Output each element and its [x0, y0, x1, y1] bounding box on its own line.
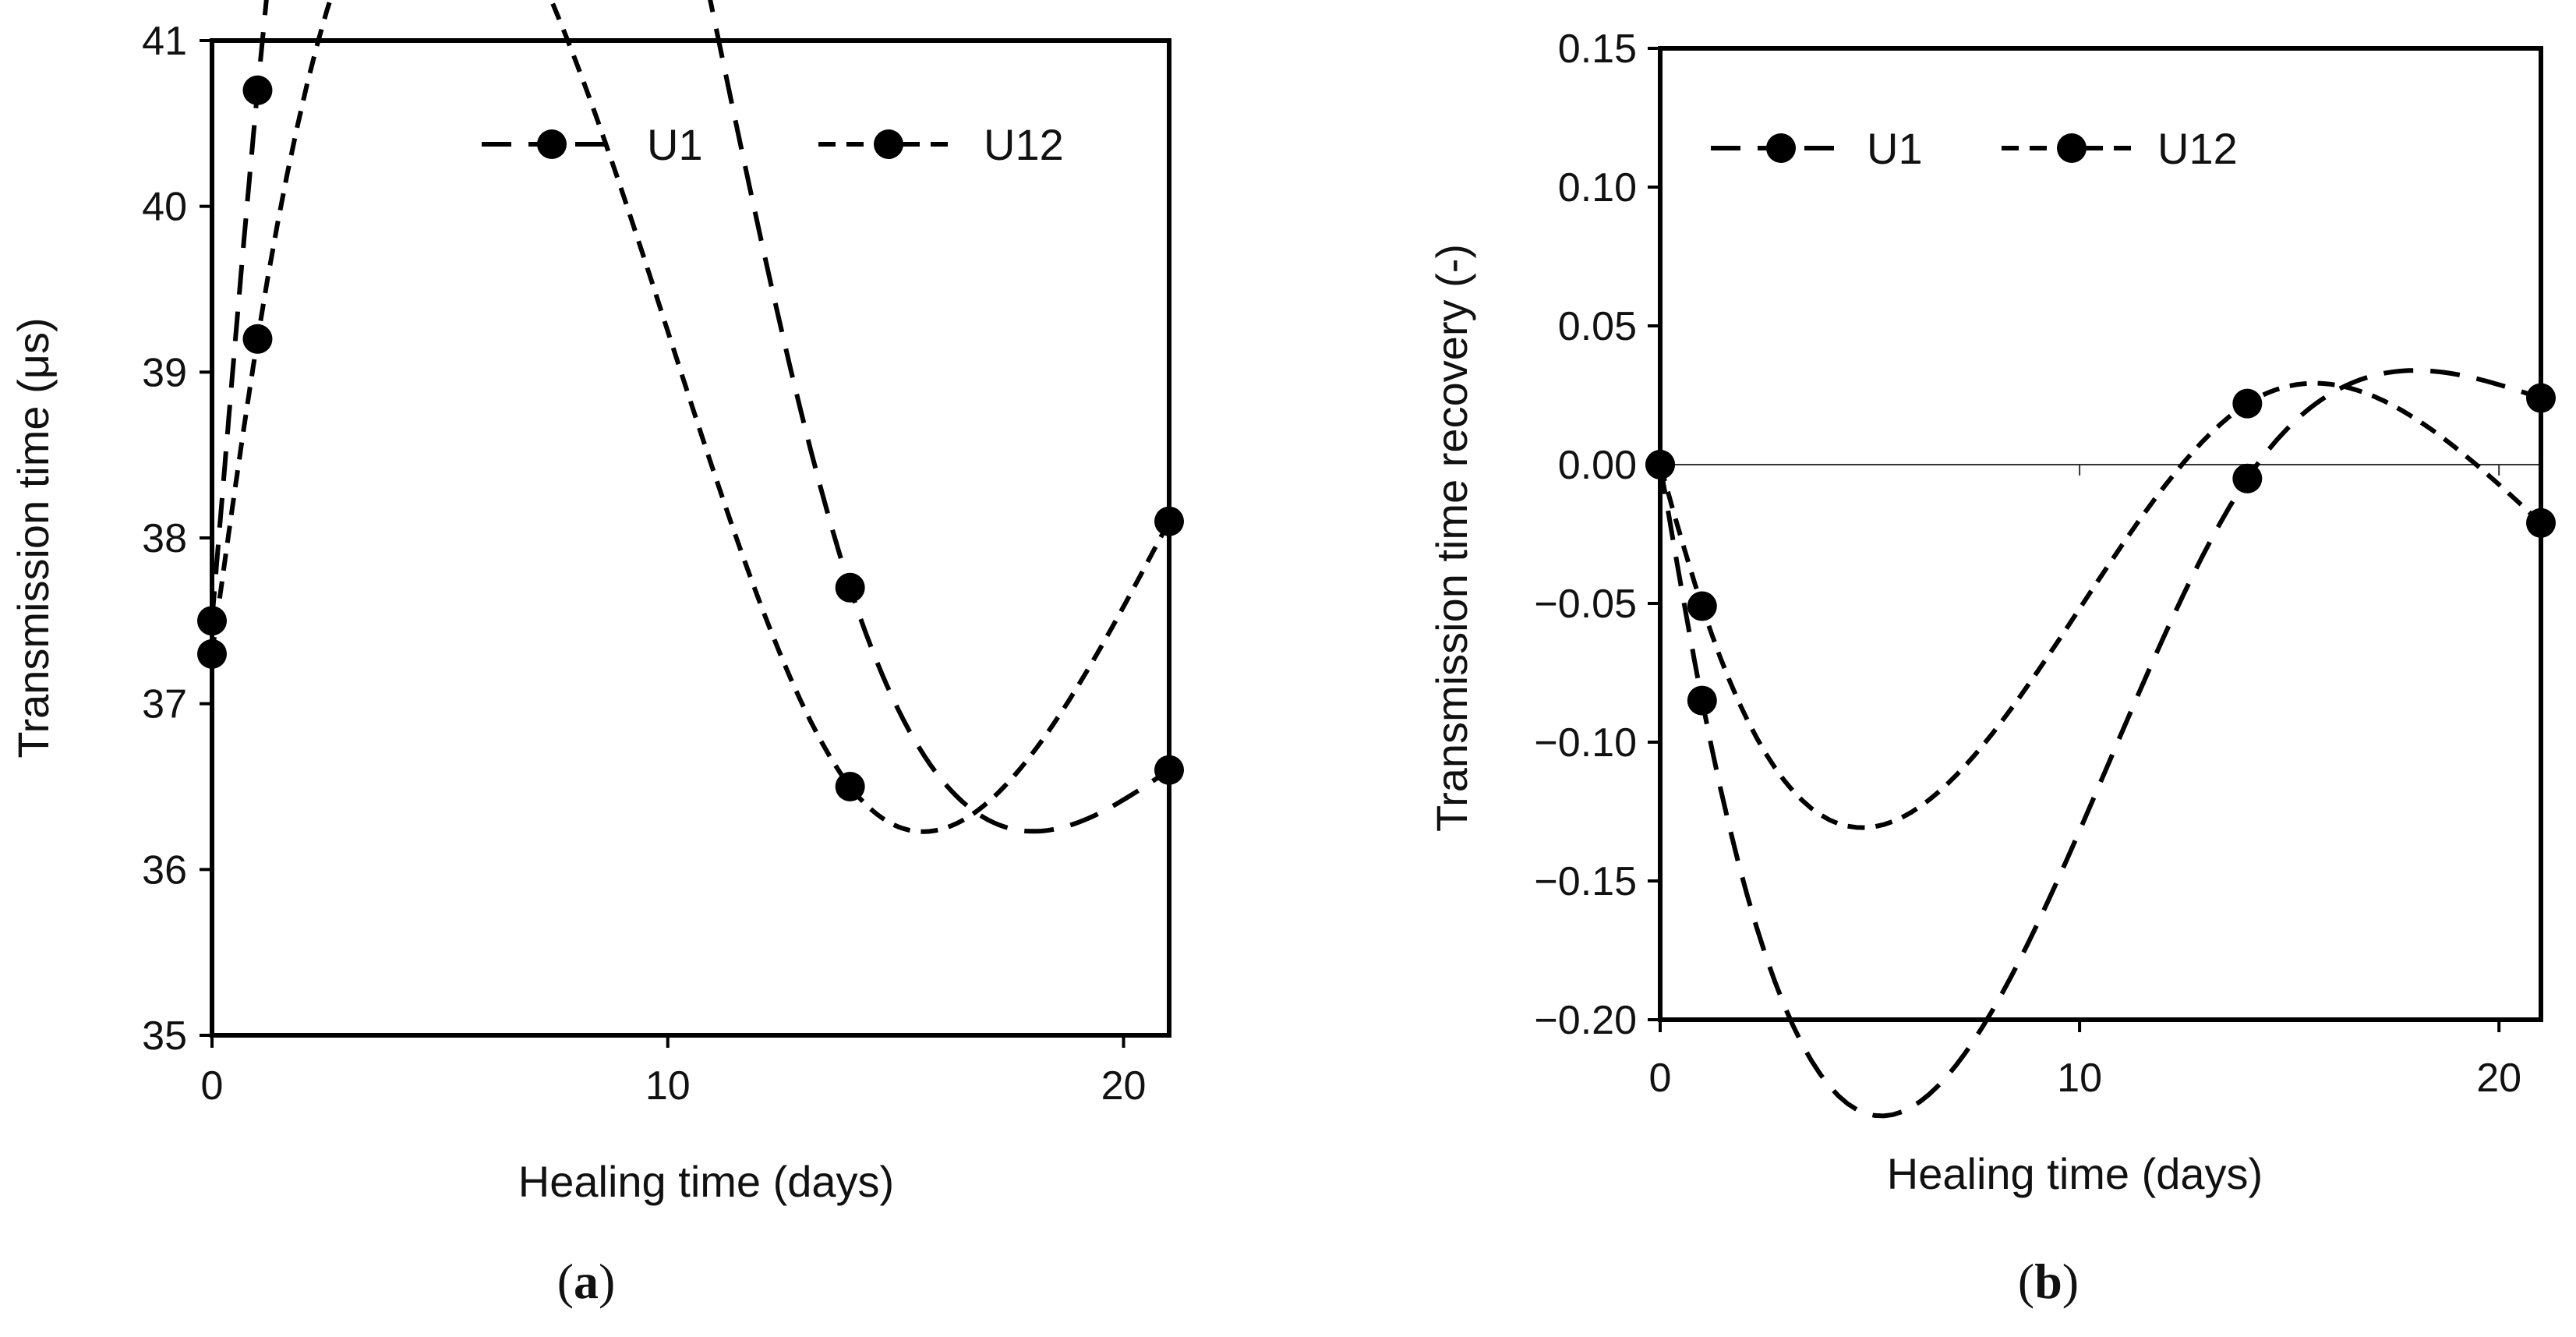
legend-swatch-marker — [537, 129, 567, 159]
panel-b-caption: (b) — [2018, 1254, 2079, 1309]
panel-a-y-axis-title: Transmission time (μs) — [9, 317, 58, 758]
panel-b-y-axis: −0.20 −0.15 −0.10 −0.05 0.00 0.05 0.10 0… — [1534, 27, 1637, 1043]
panel-b-y-axis-title: Transmission time recovery (-) — [1427, 244, 1476, 832]
y-tick-label: 0.10 — [1558, 165, 1637, 210]
x-tick-label: 0 — [1649, 1056, 1672, 1101]
legend-label-u12: U12 — [2157, 124, 2238, 173]
panel-b-plot-area — [1645, 47, 2556, 1119]
data-point-u1 — [1687, 685, 1717, 716]
y-tick-label: 0.05 — [1558, 304, 1637, 349]
panel-a-caption-letter: a — [574, 1254, 599, 1309]
x-tick-label: 20 — [2476, 1056, 2521, 1101]
series-line-u1 — [1658, 368, 2542, 1119]
data-point-u12 — [242, 324, 273, 354]
y-tick-label: 38 — [142, 516, 187, 561]
series-line-u12 — [210, 0, 1171, 834]
panel-b-x-axis: 0 10 20 — [1649, 1056, 2522, 1101]
y-tick-label: 41 — [142, 19, 187, 64]
data-point-u12 — [2232, 388, 2263, 419]
panel-a-plot-frame — [210, 38, 1171, 1038]
y-tick-label: −0.10 — [1534, 720, 1637, 766]
y-tick-label: −0.20 — [1534, 998, 1637, 1043]
panel-b-plot-frame — [1658, 46, 2543, 1022]
x-tick-label: 10 — [645, 1063, 691, 1109]
y-tick-label: −0.15 — [1534, 859, 1637, 904]
series-line-u12 — [1658, 380, 2543, 830]
x-tick-label: 20 — [1101, 1063, 1147, 1109]
y-tick-label: 35 — [142, 1013, 187, 1059]
legend-label-u1: U1 — [647, 120, 703, 169]
y-tick-label: 0.15 — [1558, 27, 1637, 72]
panel-b-legend: U1 U12 — [1711, 124, 2238, 173]
data-point-u12 — [1687, 591, 1717, 621]
panel-a-x-axis-title: Healing time (days) — [518, 1157, 894, 1206]
legend-swatch-marker — [2057, 133, 2087, 163]
x-tick-label: 0 — [201, 1063, 224, 1109]
panel-a-y-axis: 35 36 37 38 39 40 41 — [142, 19, 187, 1059]
data-point-u12 — [835, 772, 865, 801]
panel-a-chart: 35 36 37 38 39 40 41 0 10 20 Healing tim… — [9, 0, 1184, 1309]
data-point-u1 — [242, 75, 273, 105]
y-tick-label: 0.00 — [1558, 443, 1637, 488]
y-tick-label: 37 — [142, 682, 187, 727]
panel-b-x-axis-title: Healing time (days) — [1887, 1149, 2263, 1198]
panel-b-caption-letter: b — [2034, 1254, 2062, 1309]
y-tick-label: 39 — [142, 350, 187, 395]
data-point-u1 — [835, 572, 865, 603]
legend-swatch-marker — [1766, 133, 1796, 163]
y-tick-label: −0.05 — [1534, 582, 1637, 627]
legend-swatch-marker — [874, 129, 903, 159]
panel-a-caption: (a) — [557, 1254, 616, 1309]
y-tick-label: 40 — [142, 185, 187, 230]
y-tick-label: 36 — [142, 847, 187, 893]
x-tick-label: 10 — [2057, 1056, 2102, 1101]
panel-a-legend: U1 U12 — [482, 120, 1064, 169]
panel-b-chart: −0.20 −0.15 −0.10 −0.05 0.00 0.05 0.10 0… — [1427, 27, 2556, 1309]
panel-a-x-axis: 0 10 20 — [201, 1063, 1147, 1109]
legend-label-u1: U1 — [1867, 124, 1923, 173]
legend-label-u12: U12 — [984, 120, 1064, 169]
data-point-u1 — [2232, 463, 2263, 493]
